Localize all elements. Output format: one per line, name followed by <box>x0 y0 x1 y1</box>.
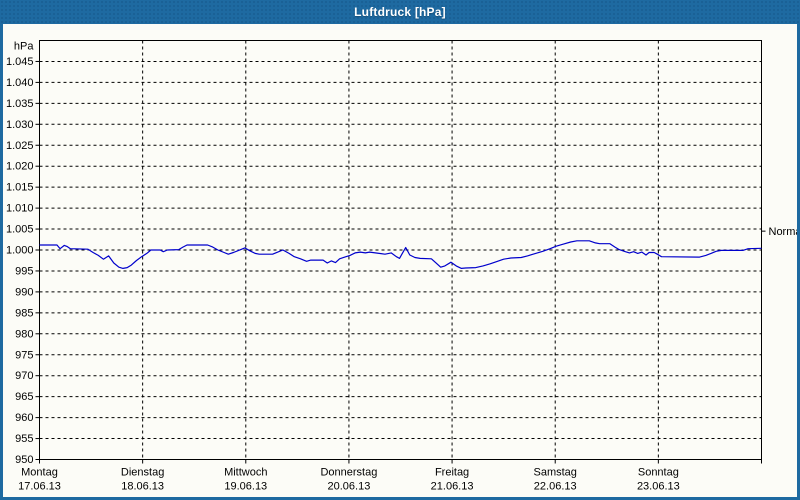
x-date-label: 17.06.13 <box>18 481 61 493</box>
y-tick-label: 965 <box>15 391 33 403</box>
x-date-label: 18.06.13 <box>121 481 164 493</box>
y-tick-label: 955 <box>15 433 33 445</box>
x-date-label: 22.06.13 <box>534 481 577 493</box>
x-day-label: Dienstag <box>121 467 164 479</box>
y-tick-label: 950 <box>15 454 33 466</box>
y-tick-label: 1.015 <box>6 182 34 194</box>
x-day-label: Donnerstag <box>320 467 377 479</box>
y-tick-label: 995 <box>15 265 33 277</box>
y-tick-label: 1.000 <box>6 245 34 257</box>
pressure-series-line <box>39 240 762 269</box>
y-tick-label: 990 <box>15 286 33 298</box>
y-tick-label: 975 <box>15 349 33 361</box>
chart-area: 950 955 960 965 970 975 980 985 990 995 1.000 1.005… <box>3 24 800 497</box>
x-day-label: Samstag <box>534 467 577 479</box>
y-tick-label: 1.035 <box>6 98 34 110</box>
x-axis-labels: Montag 17.06.13 Dienstag 18.06.13 Mittwoch 19… <box>18 467 680 493</box>
y-tick-label: 970 <box>15 370 33 382</box>
x-day-label: Mittwoch <box>224 467 267 479</box>
chart-title: Luftdruck [hPa] <box>354 5 446 19</box>
y-tick-label: 1.010 <box>6 203 34 215</box>
y-tick-label: 980 <box>15 328 33 340</box>
y-tick-label: 1.030 <box>6 119 34 131</box>
y-tick-label: 1.040 <box>6 77 34 89</box>
gridlines <box>39 40 762 460</box>
x-day-label: Sonntag <box>638 467 679 479</box>
normal-label: Normal <box>769 226 798 238</box>
y-tick-label: 1.020 <box>6 161 34 173</box>
y-tick-label: 1.025 <box>6 140 34 152</box>
y-tick-label: 1.045 <box>6 56 34 68</box>
x-day-label: Montag <box>21 467 58 479</box>
y-tick-label: 985 <box>15 307 33 319</box>
axes <box>35 40 766 464</box>
y-tick-label: 960 <box>15 412 33 424</box>
pressure-line-chart: 950 955 960 965 970 975 980 985 990 995 1.000 1.005… <box>6 40 800 493</box>
window-titlebar[interactable]: Luftdruck [hPa] <box>0 0 800 24</box>
x-day-label: Freitag <box>435 467 469 479</box>
x-date-label: 20.06.13 <box>328 481 371 493</box>
x-date-label: 23.06.13 <box>637 481 680 493</box>
plot-border <box>39 40 762 460</box>
y-tick-label: 1.005 <box>6 224 34 236</box>
x-date-label: 21.06.13 <box>431 481 474 493</box>
x-date-label: 19.06.13 <box>224 481 267 493</box>
y-axis-labels: 950 955 960 965 970 975 980 985 990 995 1.000 1.005… <box>6 41 34 467</box>
y-axis-unit-label: hPa <box>14 41 34 53</box>
